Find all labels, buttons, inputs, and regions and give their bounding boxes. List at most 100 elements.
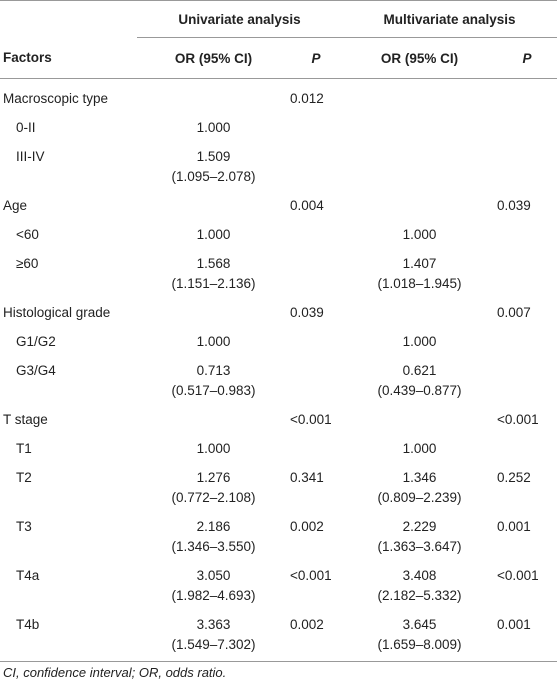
factor: III-IV	[16, 149, 45, 164]
column-header: Factors	[0, 37, 137, 79]
or-cell	[342, 144, 497, 193]
p-value	[290, 222, 342, 251]
confidence-interval: (0.517–0.983)	[171, 383, 256, 398]
confidence-interval: (1.982–4.693)	[171, 588, 256, 603]
or-cell: 1.000	[137, 115, 290, 144]
p-value	[497, 436, 557, 465]
factor: T3	[16, 519, 32, 534]
p-value: 0.341	[290, 470, 324, 485]
or-cell: 3.408 (2.182–5.332)	[342, 563, 497, 612]
p-value	[497, 144, 557, 193]
or-cell	[137, 407, 290, 436]
or-cell: 1.000	[342, 222, 497, 251]
p-value: 0.002	[290, 519, 324, 534]
item-row: III-IV 1.509 (1.095–2.078)	[0, 144, 557, 193]
odds-ratio: 1.509	[196, 149, 231, 164]
or-cell: 1.346 (0.809–2.239)	[342, 465, 497, 514]
p-value: <0.001	[290, 568, 332, 583]
or-cell: 1.000	[137, 222, 290, 251]
spanner: Multivariate analysis	[342, 0, 557, 38]
footnote: CI, confidence interval; OR, odds ratio.	[3, 665, 227, 680]
or-cell: 1.000	[137, 436, 290, 465]
or-cell	[342, 115, 497, 144]
p-value: <0.001	[497, 412, 539, 427]
odds-ratio: 1.000	[402, 227, 437, 242]
factor: <60	[16, 227, 39, 242]
group-row: Age 0.004 0.039	[0, 193, 557, 222]
p-value	[290, 115, 342, 144]
p-value: 0.012	[290, 91, 324, 106]
group-row: Macroscopic type 0.012	[0, 79, 557, 116]
odds-ratio: 2.186	[196, 519, 231, 534]
odds-ratio: 1.000	[196, 120, 231, 135]
factor: T stage	[3, 412, 48, 427]
or-cell	[342, 79, 497, 116]
confidence-interval: (1.151–2.136)	[171, 276, 256, 291]
or-cell: 0.713 (0.517–0.983)	[137, 358, 290, 407]
p-value	[497, 222, 557, 251]
group-row: T stage <0.001 <0.001	[0, 407, 557, 436]
factor: 0-II	[16, 120, 36, 135]
factor: G3/G4	[16, 363, 56, 378]
p-value	[497, 329, 557, 358]
item-row: T4b 3.363 (1.549–7.302) 0.002 3.645 (1.659–8.…	[0, 612, 557, 662]
odds-ratio: 3.050	[196, 568, 231, 583]
or-cell: 1.509 (1.095–2.078)	[137, 144, 290, 193]
header-row: Univariate analysis Multivariate analysi…	[0, 0, 557, 38]
or-cell	[137, 79, 290, 116]
p-value: 0.002	[290, 617, 324, 632]
confidence-interval: (0.439–0.877)	[377, 383, 462, 398]
factor: G1/G2	[16, 334, 56, 349]
factor: T1	[16, 441, 32, 456]
odds-ratio: 1.568	[196, 256, 231, 271]
column-header: OR (95% CI)	[137, 37, 290, 79]
p-value	[497, 358, 557, 407]
confidence-interval: (1.346–3.550)	[171, 539, 256, 554]
p-value: <0.001	[290, 412, 332, 427]
item-row: T2 1.276 (0.772–2.108) 0.341 1.346 (0.809–2.2…	[0, 465, 557, 514]
item-row: <60 1.000 1.000	[0, 222, 557, 251]
or-cell: 3.050 (1.982–4.693)	[137, 563, 290, 612]
confidence-interval: (2.182–5.332)	[377, 588, 462, 603]
odds-ratio: 2.229	[402, 519, 437, 534]
column-header: OR (95% CI)	[342, 37, 498, 79]
confidence-interval: (1.095–2.078)	[171, 169, 256, 184]
p-value: 0.001	[497, 519, 531, 534]
column-header: P	[290, 37, 343, 79]
p-value	[290, 251, 342, 300]
item-row: T3 2.186 (1.346–3.550) 0.002 2.229 (1.363–3.6…	[0, 514, 557, 563]
p-value: 0.001	[497, 617, 531, 632]
p-value	[290, 144, 342, 193]
p-value	[497, 79, 557, 116]
odds-ratio: 1.346	[402, 470, 437, 485]
confidence-interval: (0.809–2.239)	[377, 490, 462, 505]
p-value: 0.004	[290, 198, 324, 213]
odds-ratio: 1.000	[402, 334, 437, 349]
or-cell: 1.000	[342, 329, 497, 358]
odds-ratio: 1.407	[402, 256, 437, 271]
factor: T4b	[16, 617, 40, 632]
odds-ratio: 1.276	[196, 470, 231, 485]
confidence-interval: (1.018–1.945)	[377, 276, 462, 291]
odds-ratio: 3.645	[402, 617, 437, 632]
or-cell: 1.568 (1.151–2.136)	[137, 251, 290, 300]
or-cell: 2.186 (1.346–3.550)	[137, 514, 290, 563]
group-row: Histological grade 0.039 0.007	[0, 300, 557, 329]
confidence-interval: (1.549–7.302)	[171, 637, 256, 652]
factor: Age	[3, 198, 28, 213]
factor: T2	[16, 470, 32, 485]
factor: Histological grade	[3, 305, 111, 320]
item-row: ≥60 1.568 (1.151–2.136) 1.407 (1.018–1.945)	[0, 251, 557, 300]
p-value: 0.039	[497, 198, 531, 213]
confidence-interval: (0.772–2.108)	[171, 490, 256, 505]
or-cell: 1.000	[342, 436, 497, 465]
spanner: Univariate analysis	[137, 0, 343, 38]
blank	[0, 1, 137, 38]
p-value: 0.252	[497, 470, 531, 485]
or-cell	[137, 193, 290, 222]
or-cell: 1.276 (0.772–2.108)	[137, 465, 290, 514]
or-cell: 2.229 (1.363–3.647)	[342, 514, 497, 563]
or-cell	[342, 193, 497, 222]
item-row: T4a 3.050 (1.982–4.693) <0.001 3.408 (2.182–5…	[0, 563, 557, 612]
